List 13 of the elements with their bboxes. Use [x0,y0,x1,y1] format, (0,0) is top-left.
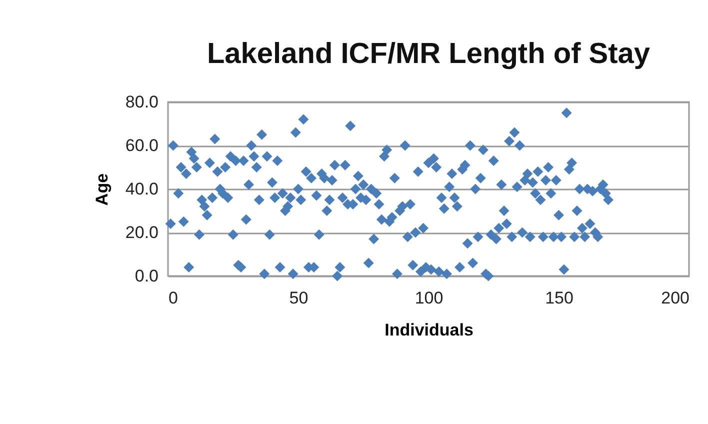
x-tick-label: 100 [414,288,444,308]
y-tick-label: 40.0 [125,180,158,198]
x-tick-label: 200 [661,288,690,308]
x-tick-label: 50 [289,288,308,308]
x-axis-title: Individuals [384,320,474,340]
y-tick-label: 60.0 [125,136,158,155]
x-tick-label: 150 [545,288,574,308]
y-tick-label: 80.0 [125,92,158,112]
y-axis-title: Age [92,173,112,206]
chart-title: Lakeland ICF/MR Length of Stay [206,38,650,70]
y-tick-label: 20.0 [125,223,158,242]
y-tick-label: 0.0 [134,266,158,286]
x-tick-label: 0 [168,288,178,308]
